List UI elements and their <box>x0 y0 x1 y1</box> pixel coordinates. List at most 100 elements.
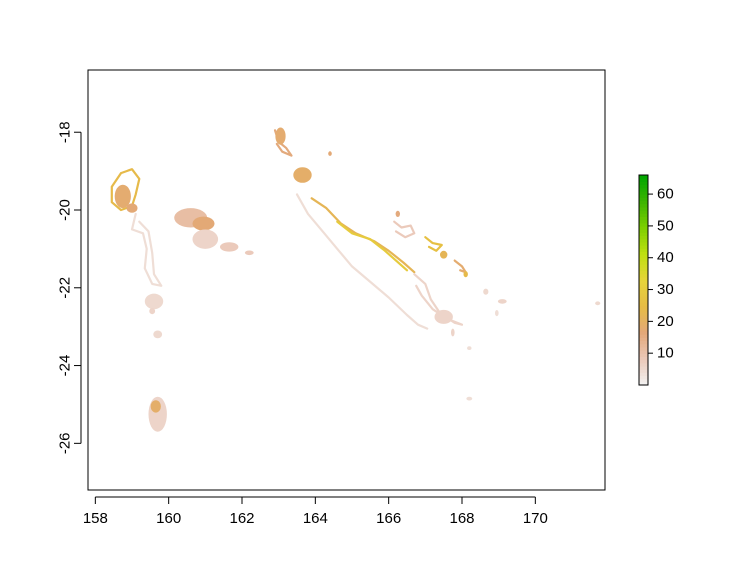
region-south-seamount-3 <box>466 396 473 401</box>
colorbar-segment <box>639 359 648 364</box>
x-tick-label: 158 <box>83 510 108 527</box>
colorbar-segment <box>639 219 648 224</box>
region-bampton-reefs <box>130 212 163 287</box>
colorbar-segment <box>639 190 648 195</box>
colorbar-segment <box>639 327 648 332</box>
y-tick-label: -18 <box>57 121 74 143</box>
colorbar-segment <box>639 295 648 300</box>
colorbar-segment <box>639 229 648 233</box>
y-tick-label: -20 <box>57 199 74 221</box>
colorbar-segment <box>639 280 648 284</box>
colorbar-segment <box>639 299 648 303</box>
colorbar-segment <box>639 362 648 367</box>
colorbar-segment <box>639 184 648 189</box>
region-walpole-reefs <box>483 288 489 295</box>
y-tick-label: -22 <box>57 277 74 299</box>
colorbar-segment <box>639 353 648 357</box>
colorbar-segment <box>639 340 648 345</box>
colorbar-tick-label: 60 <box>657 186 674 203</box>
colorbar-segment <box>639 232 648 237</box>
region-grand-terre-sw-reef <box>295 193 429 330</box>
region-nereus-reef <box>220 242 239 252</box>
y-axis: -18 -20 -22 -24 -26 <box>57 121 82 454</box>
region-bellona-core <box>150 400 161 413</box>
colorbar-segment <box>639 267 648 272</box>
region-isle-of-pines <box>434 309 453 324</box>
colorbar-segment <box>639 318 648 322</box>
colorbar-segment <box>639 330 648 335</box>
colorbar-segment <box>639 194 648 198</box>
colorbar-segment <box>639 225 648 230</box>
colorbar-segment <box>639 264 648 268</box>
region-huon-reef <box>328 151 332 156</box>
colorbar-segment <box>639 248 648 252</box>
colorbar-segment <box>639 381 648 386</box>
colorbar-segment <box>639 337 648 342</box>
region-chesterfield-lagoon-patch <box>114 184 131 209</box>
region-mare-east-tip <box>463 271 468 278</box>
colorbar-tick-label: 10 <box>657 345 674 362</box>
colorbar-tick-label: 20 <box>657 313 674 330</box>
colorbar-segment <box>639 251 648 256</box>
colorbar-tick-label: 30 <box>657 281 674 298</box>
colorbar-segment <box>639 315 648 319</box>
colorbar-segment <box>639 273 648 278</box>
colorbar-segment <box>639 311 648 316</box>
colorbar-segment <box>639 241 648 246</box>
plot-frame <box>87 69 606 491</box>
colorbar-segment <box>639 206 648 211</box>
colorbar-segment <box>639 210 648 214</box>
colorbar-segment <box>639 203 648 208</box>
colorbar-segment <box>639 238 648 243</box>
colorbar-legend: 10 20 30 40 50 60 <box>638 174 674 386</box>
y-tick-label: -24 <box>57 355 74 377</box>
colorbar-segment <box>639 222 648 227</box>
region-matthew-shoal <box>495 310 499 317</box>
colorbar-segment <box>639 213 648 217</box>
colorbar-segment <box>639 378 648 383</box>
colorbar-segment <box>639 216 648 221</box>
colorbar-tick-label: 50 <box>657 217 674 234</box>
region-nereus-tip <box>244 250 254 256</box>
region-southern-lagoon <box>413 273 464 326</box>
region-southern-seamount <box>451 328 455 337</box>
colorbar-segment <box>639 289 648 294</box>
colorbar-segment <box>639 305 648 310</box>
region-belep-patch <box>293 167 312 183</box>
region-lansdowne-bank <box>144 293 164 310</box>
colorbar-segment <box>639 372 648 377</box>
colorbar-segment <box>639 257 648 262</box>
region-entrecasteaux-patch <box>275 127 286 145</box>
colorbar-segment <box>639 375 648 380</box>
colorbar-segment <box>639 334 648 338</box>
x-tick-label: 168 <box>449 510 474 527</box>
region-ouvea-north <box>395 210 400 217</box>
colorbar-segment <box>639 276 648 281</box>
region-lifou-reef <box>424 236 443 252</box>
colorbar-segment <box>639 343 648 348</box>
region-south-seamount-2 <box>467 346 472 350</box>
region-far-east-reef <box>595 301 601 306</box>
x-tick-label: 160 <box>156 510 181 527</box>
x-tick-label: 164 <box>303 510 328 527</box>
y-tick-label: -26 <box>57 432 74 454</box>
region-grand-terre-thio-reef <box>336 220 409 272</box>
colorbar-segment <box>639 308 648 313</box>
colorbar-segment <box>639 254 648 259</box>
region-landsdowne-plateau <box>192 229 219 249</box>
region-lifou-patch <box>440 250 448 259</box>
colorbar-segment <box>639 200 648 205</box>
x-tick-label: 166 <box>376 510 401 527</box>
colorbar-segment <box>639 356 648 361</box>
x-axis: 158 160 162 164 166 168 170 <box>83 496 548 527</box>
colorbar-segment <box>639 369 648 373</box>
colorbar-segment <box>639 283 648 287</box>
region-mare-reef <box>453 259 467 274</box>
region-ouvea-atoll <box>393 220 416 239</box>
colorbar-segment <box>639 346 648 351</box>
colorbar-segment <box>639 270 648 275</box>
colorbar-segment <box>639 292 648 297</box>
colorbar-segment <box>639 321 648 326</box>
raster-layer <box>110 127 601 432</box>
